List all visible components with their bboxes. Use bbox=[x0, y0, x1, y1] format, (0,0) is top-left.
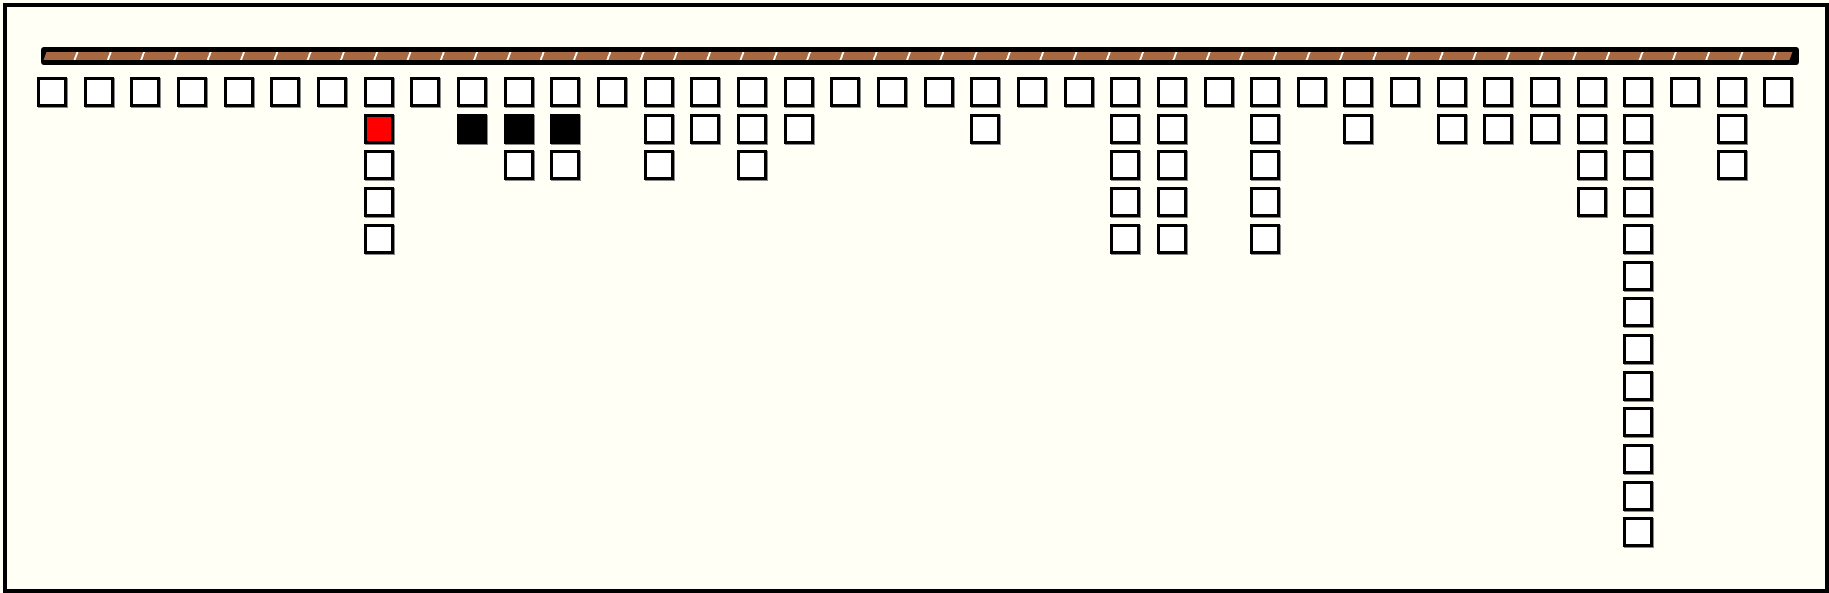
cell-white-c37-r0[interactable] bbox=[1763, 77, 1794, 107]
cell-white-c7-r4[interactable] bbox=[363, 223, 394, 254]
cell-white-c34-r5[interactable] bbox=[1623, 260, 1654, 291]
cell-white-c32-r0[interactable] bbox=[1530, 77, 1561, 107]
cell-white-c13-r2[interactable] bbox=[643, 150, 674, 181]
cell-white-c24-r3[interactable] bbox=[1156, 187, 1187, 218]
cell-white-c34-r12[interactable] bbox=[1623, 517, 1654, 548]
cell-white-c14-r0[interactable] bbox=[690, 77, 721, 107]
cell-white-c10-r0[interactable] bbox=[503, 77, 534, 107]
cell-white-c1-r0[interactable] bbox=[83, 77, 114, 107]
cell-white-c30-r0[interactable] bbox=[1436, 77, 1467, 107]
cell-white-c26-r1[interactable] bbox=[1250, 113, 1281, 144]
cell-white-c23-r3[interactable] bbox=[1110, 187, 1141, 218]
cell-white-c34-r1[interactable] bbox=[1623, 113, 1654, 144]
cell-white-c7-r0[interactable] bbox=[363, 77, 394, 107]
cell-white-c3-r0[interactable] bbox=[176, 77, 207, 107]
cell-white-c29-r0[interactable] bbox=[1390, 77, 1421, 107]
cell-white-c24-r1[interactable] bbox=[1156, 113, 1187, 144]
cell-white-c4-r0[interactable] bbox=[223, 77, 254, 107]
cell-white-c15-r0[interactable] bbox=[736, 77, 767, 107]
cell-white-c13-r1[interactable] bbox=[643, 113, 674, 144]
cell-white-c35-r0[interactable] bbox=[1670, 77, 1701, 107]
cell-white-c22-r0[interactable] bbox=[1063, 77, 1094, 107]
cell-black-c9-r1[interactable] bbox=[456, 113, 487, 144]
cell-white-c33-r1[interactable] bbox=[1576, 113, 1607, 144]
cell-white-c0-r0[interactable] bbox=[37, 77, 67, 107]
cell-white-c33-r3[interactable] bbox=[1576, 187, 1607, 218]
cell-white-c34-r9[interactable] bbox=[1623, 407, 1654, 438]
cell-white-c23-r4[interactable] bbox=[1110, 223, 1141, 254]
cell-white-c14-r1[interactable] bbox=[690, 113, 721, 144]
cell-white-c11-r0[interactable] bbox=[550, 77, 581, 107]
cell-white-c26-r0[interactable] bbox=[1250, 77, 1281, 107]
cell-white-c23-r0[interactable] bbox=[1110, 77, 1141, 107]
cell-white-c26-r2[interactable] bbox=[1250, 150, 1281, 181]
cell-white-c24-r2[interactable] bbox=[1156, 150, 1187, 181]
cell-white-c24-r4[interactable] bbox=[1156, 223, 1187, 254]
cell-white-c27-r0[interactable] bbox=[1296, 77, 1327, 107]
cell-white-c20-r0[interactable] bbox=[970, 77, 1001, 107]
cell-white-c34-r10[interactable] bbox=[1623, 444, 1654, 474]
cell-white-c12-r0[interactable] bbox=[596, 77, 627, 107]
cell-white-c30-r1[interactable] bbox=[1436, 113, 1467, 144]
cell-white-c36-r0[interactable] bbox=[1716, 77, 1747, 107]
cell-white-c36-r2[interactable] bbox=[1716, 150, 1747, 181]
rope-texture bbox=[43, 52, 1793, 60]
cell-black-c10-r1[interactable] bbox=[503, 113, 534, 144]
cell-white-c5-r0[interactable] bbox=[270, 77, 301, 107]
cell-white-c28-r0[interactable] bbox=[1343, 77, 1374, 107]
cell-white-c15-r1[interactable] bbox=[736, 113, 767, 144]
cell-white-c11-r2[interactable] bbox=[550, 150, 581, 181]
cell-white-c34-r8[interactable] bbox=[1623, 370, 1654, 401]
cell-white-c36-r1[interactable] bbox=[1716, 113, 1747, 144]
cell-white-c18-r0[interactable] bbox=[876, 77, 907, 107]
cell-white-c19-r0[interactable] bbox=[923, 77, 954, 107]
cell-black-c11-r1[interactable] bbox=[550, 113, 581, 144]
cell-white-c24-r0[interactable] bbox=[1156, 77, 1187, 107]
cell-white-c16-r1[interactable] bbox=[783, 113, 814, 144]
cell-white-c26-r3[interactable] bbox=[1250, 187, 1281, 218]
game-board bbox=[3, 3, 1829, 593]
cell-red-c7-r1[interactable] bbox=[363, 113, 394, 144]
cell-white-c31-r0[interactable] bbox=[1483, 77, 1514, 107]
cell-white-c25-r0[interactable] bbox=[1203, 77, 1234, 107]
cell-white-c33-r2[interactable] bbox=[1576, 150, 1607, 181]
cell-white-c31-r1[interactable] bbox=[1483, 113, 1514, 144]
cell-white-c10-r2[interactable] bbox=[503, 150, 534, 181]
cell-white-c26-r4[interactable] bbox=[1250, 223, 1281, 254]
cell-white-c23-r2[interactable] bbox=[1110, 150, 1141, 181]
cell-white-c20-r1[interactable] bbox=[970, 113, 1001, 144]
cell-white-c34-r7[interactable] bbox=[1623, 333, 1654, 364]
cell-white-c8-r0[interactable] bbox=[410, 77, 441, 107]
cell-white-c2-r0[interactable] bbox=[130, 77, 161, 107]
rope-bar bbox=[41, 47, 1799, 65]
cell-white-c16-r0[interactable] bbox=[783, 77, 814, 107]
cell-white-c34-r3[interactable] bbox=[1623, 187, 1654, 218]
cell-white-c28-r1[interactable] bbox=[1343, 113, 1374, 144]
cell-white-c6-r0[interactable] bbox=[316, 77, 347, 107]
cell-white-c7-r3[interactable] bbox=[363, 187, 394, 218]
cell-white-c7-r2[interactable] bbox=[363, 150, 394, 181]
cell-white-c17-r0[interactable] bbox=[830, 77, 861, 107]
cell-white-c21-r0[interactable] bbox=[1016, 77, 1047, 107]
cell-white-c15-r2[interactable] bbox=[736, 150, 767, 181]
cell-white-c34-r4[interactable] bbox=[1623, 223, 1654, 254]
cell-white-c13-r0[interactable] bbox=[643, 77, 674, 107]
cell-white-c32-r1[interactable] bbox=[1530, 113, 1561, 144]
cell-white-c34-r6[interactable] bbox=[1623, 297, 1654, 328]
cell-white-c34-r11[interactable] bbox=[1623, 480, 1654, 511]
cell-white-c34-r0[interactable] bbox=[1623, 77, 1654, 107]
cell-white-c33-r0[interactable] bbox=[1576, 77, 1607, 107]
cell-white-c34-r2[interactable] bbox=[1623, 150, 1654, 181]
cell-white-c9-r0[interactable] bbox=[456, 77, 487, 107]
cell-white-c23-r1[interactable] bbox=[1110, 113, 1141, 144]
